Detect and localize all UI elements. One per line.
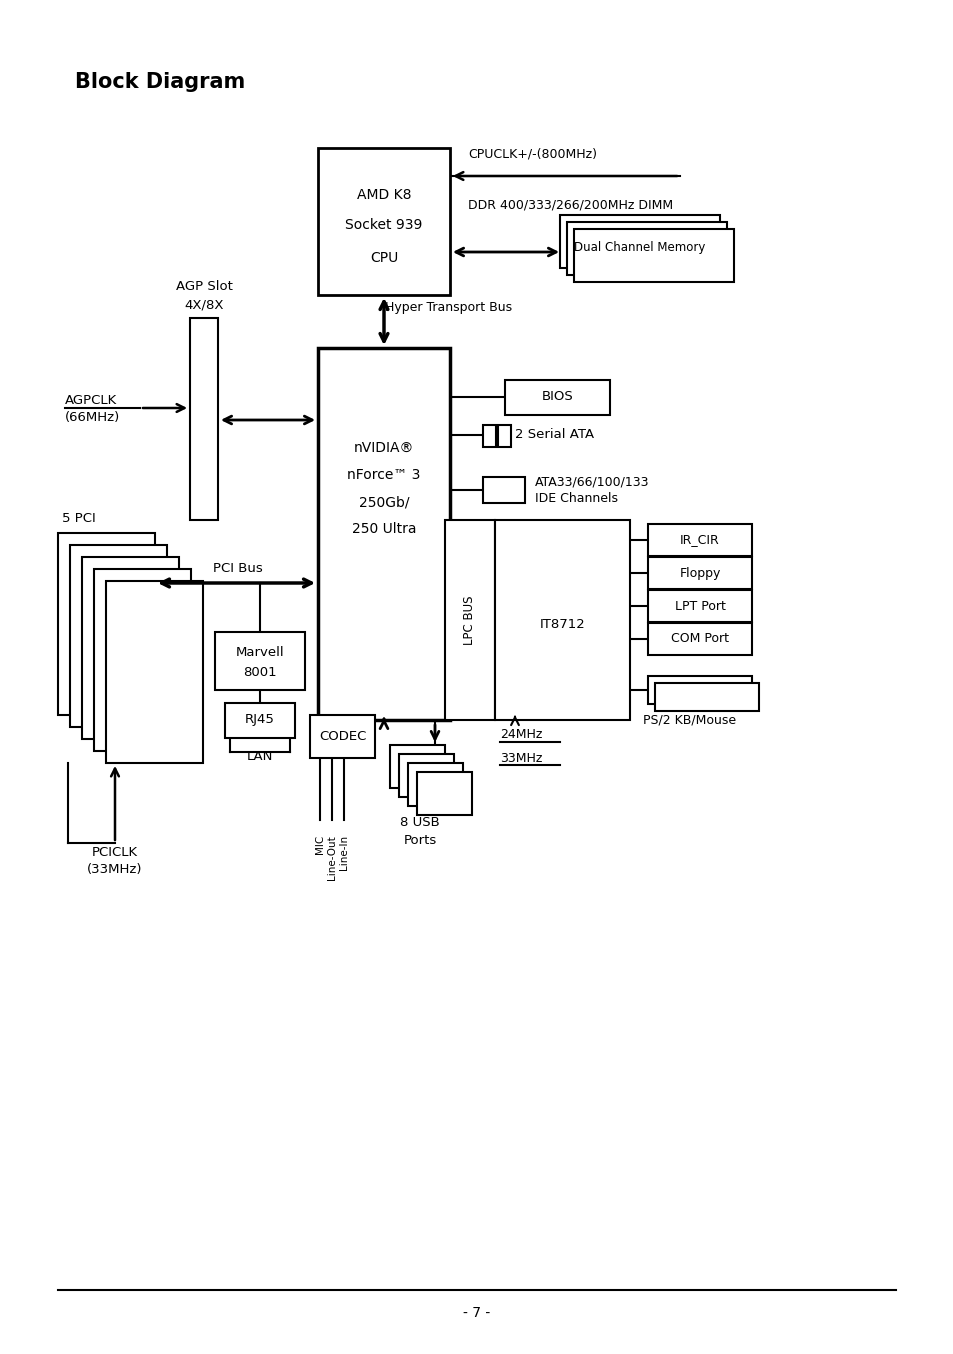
- Bar: [655, 682, 759, 711]
- Text: Socket 939: Socket 939: [345, 218, 422, 232]
- Text: CPUCLK+/-(800MHz): CPUCLK+/-(800MHz): [468, 148, 597, 161]
- Text: Floppy: Floppy: [679, 566, 720, 580]
- Text: AGP Slot: AGP Slot: [175, 279, 233, 292]
- Text: 4X/8X: 4X/8X: [184, 298, 224, 311]
- Bar: [225, 703, 294, 738]
- Bar: [647, 623, 751, 655]
- Bar: [106, 581, 203, 764]
- Text: CODEC: CODEC: [318, 730, 366, 742]
- Bar: [82, 556, 179, 739]
- Bar: [444, 520, 495, 720]
- Text: Ports: Ports: [403, 834, 436, 846]
- Bar: [647, 556, 751, 589]
- Bar: [559, 215, 720, 268]
- Text: Marvell: Marvell: [235, 646, 284, 658]
- Text: 8001: 8001: [243, 666, 276, 678]
- Bar: [574, 229, 733, 282]
- Text: 8 USB: 8 USB: [399, 815, 439, 829]
- Text: AGPCLK: AGPCLK: [65, 394, 117, 406]
- Bar: [495, 520, 629, 720]
- Bar: [310, 715, 375, 758]
- Text: 5 PCI: 5 PCI: [62, 512, 95, 524]
- Text: Line-In: Line-In: [338, 835, 349, 871]
- Text: LPC BUS: LPC BUS: [463, 596, 476, 645]
- Bar: [58, 533, 154, 715]
- Text: BIOS: BIOS: [541, 390, 573, 403]
- Text: ATA33/66/100/133: ATA33/66/100/133: [535, 475, 649, 489]
- Text: (33MHz): (33MHz): [87, 864, 143, 876]
- Bar: [317, 148, 450, 295]
- Text: MIC: MIC: [314, 835, 325, 854]
- Text: 250 Ultra: 250 Ultra: [352, 523, 416, 536]
- Bar: [482, 425, 496, 447]
- Text: COM Port: COM Port: [670, 632, 728, 646]
- Bar: [317, 348, 450, 720]
- Text: Dual Channel Memory: Dual Channel Memory: [574, 241, 705, 255]
- Text: Block Diagram: Block Diagram: [75, 72, 245, 92]
- Bar: [398, 754, 454, 798]
- Text: RJ45: RJ45: [245, 714, 274, 727]
- Text: DDR 400/333/266/200MHz DIMM: DDR 400/333/266/200MHz DIMM: [468, 199, 673, 211]
- Text: - 7 -: - 7 -: [463, 1307, 490, 1320]
- Text: IR_CIR: IR_CIR: [679, 533, 720, 547]
- Text: IT8712: IT8712: [539, 619, 585, 631]
- Bar: [647, 676, 751, 704]
- Bar: [408, 764, 462, 806]
- Bar: [497, 425, 511, 447]
- Bar: [482, 477, 524, 502]
- Text: PCICLK: PCICLK: [91, 845, 138, 858]
- Bar: [390, 745, 444, 788]
- Text: Line-Out: Line-Out: [327, 835, 336, 880]
- Text: 33MHz: 33MHz: [499, 751, 542, 765]
- Text: LAN: LAN: [247, 750, 273, 762]
- Bar: [647, 524, 751, 556]
- Text: 2 Serial ATA: 2 Serial ATA: [515, 428, 594, 441]
- Text: (66MHz): (66MHz): [65, 412, 120, 425]
- Text: 24MHz: 24MHz: [499, 728, 542, 742]
- Text: Hyper Transport Bus: Hyper Transport Bus: [385, 302, 512, 314]
- Bar: [416, 772, 472, 815]
- Bar: [504, 380, 609, 414]
- Bar: [214, 632, 305, 691]
- Bar: [647, 590, 751, 621]
- Text: LPT Port: LPT Port: [674, 600, 724, 612]
- Bar: [70, 546, 167, 727]
- Text: PCI Bus: PCI Bus: [213, 562, 263, 574]
- Bar: [94, 569, 191, 751]
- Bar: [566, 222, 726, 275]
- Text: IDE Channels: IDE Channels: [535, 492, 618, 505]
- Text: AMD K8: AMD K8: [356, 188, 411, 202]
- Text: nVIDIA®: nVIDIA®: [354, 441, 414, 455]
- Text: PS/2 KB/Mouse: PS/2 KB/Mouse: [642, 714, 736, 727]
- Text: 250Gb/: 250Gb/: [358, 496, 409, 509]
- Bar: [190, 318, 218, 520]
- Text: nForce™ 3: nForce™ 3: [347, 468, 420, 482]
- Text: CPU: CPU: [370, 250, 397, 265]
